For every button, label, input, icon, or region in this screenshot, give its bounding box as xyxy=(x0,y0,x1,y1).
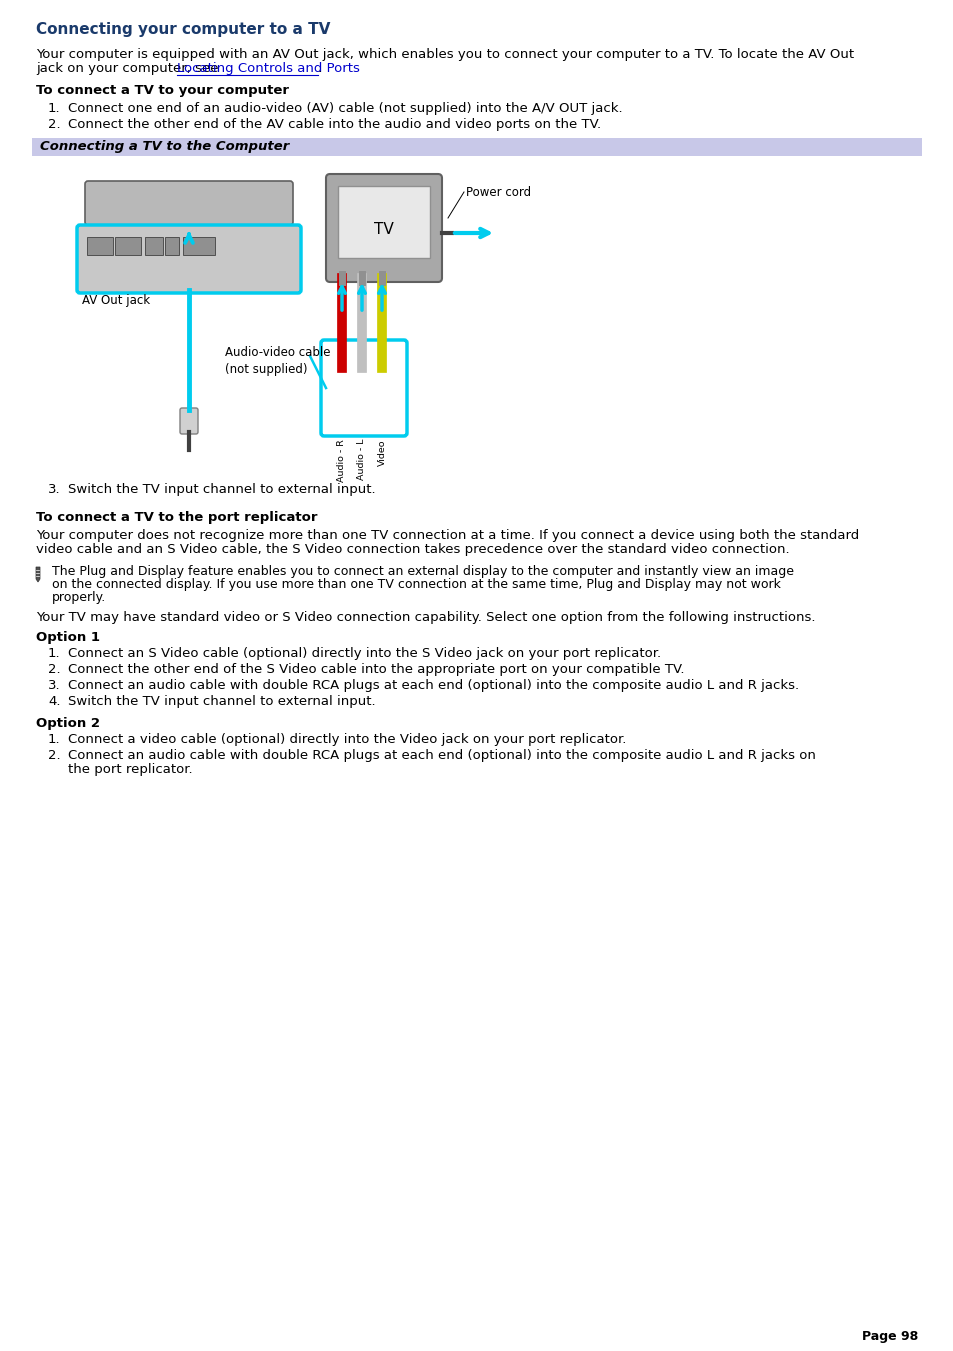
Text: Connecting a TV to the Computer: Connecting a TV to the Computer xyxy=(40,141,289,153)
FancyBboxPatch shape xyxy=(326,174,441,282)
Text: TV: TV xyxy=(374,223,394,238)
Text: properly.: properly. xyxy=(52,590,106,604)
Text: Connect a video cable (optional) directly into the Video jack on your port repli: Connect a video cable (optional) directl… xyxy=(68,734,626,746)
Text: Power cord: Power cord xyxy=(465,186,531,199)
Text: 2.: 2. xyxy=(48,663,61,676)
Text: on the connected display. If you use more than one TV connection at the same tim: on the connected display. If you use mor… xyxy=(52,578,781,590)
Text: Switch the TV input channel to external input.: Switch the TV input channel to external … xyxy=(68,694,375,708)
Text: 1.: 1. xyxy=(48,101,61,115)
FancyBboxPatch shape xyxy=(337,186,430,258)
Text: 3.: 3. xyxy=(48,680,61,692)
Text: Audio - R: Audio - R xyxy=(337,439,346,482)
Text: 1.: 1. xyxy=(48,647,61,661)
Text: video cable and an S Video cable, the S Video connection takes precedence over t: video cable and an S Video cable, the S … xyxy=(36,543,789,557)
Text: the port replicator.: the port replicator. xyxy=(68,763,193,775)
Text: Connect an S Video cable (optional) directly into the S Video jack on your port : Connect an S Video cable (optional) dire… xyxy=(68,647,660,661)
Text: 1.: 1. xyxy=(48,734,61,746)
Text: Your computer does not recognize more than one TV connection at a time. If you c: Your computer does not recognize more th… xyxy=(36,530,859,542)
Text: Video: Video xyxy=(377,439,386,466)
Text: Page 98: Page 98 xyxy=(861,1329,917,1343)
Text: Connect one end of an audio-video (AV) cable (not supplied) into the A/V OUT jac: Connect one end of an audio-video (AV) c… xyxy=(68,101,622,115)
FancyBboxPatch shape xyxy=(165,236,179,255)
Text: 3.: 3. xyxy=(48,484,61,496)
FancyBboxPatch shape xyxy=(77,226,301,293)
FancyBboxPatch shape xyxy=(142,226,155,236)
FancyBboxPatch shape xyxy=(159,226,169,236)
Text: 4.: 4. xyxy=(48,694,60,708)
FancyBboxPatch shape xyxy=(180,408,198,434)
Text: jack on your computer, see: jack on your computer, see xyxy=(36,62,222,76)
FancyBboxPatch shape xyxy=(175,226,202,236)
FancyBboxPatch shape xyxy=(87,236,112,255)
Text: Option 2: Option 2 xyxy=(36,717,100,730)
Text: Connecting your computer to a TV: Connecting your computer to a TV xyxy=(36,22,330,36)
Text: The Plug and Display feature enables you to connect an external display to the c: The Plug and Display feature enables you… xyxy=(52,565,793,578)
Text: To connect a TV to the port replicator: To connect a TV to the port replicator xyxy=(36,511,317,524)
Text: Locating Controls and Ports: Locating Controls and Ports xyxy=(176,62,359,76)
Text: Connect the other end of the AV cable into the audio and video ports on the TV.: Connect the other end of the AV cable in… xyxy=(68,118,600,131)
Text: .: . xyxy=(317,62,322,76)
FancyBboxPatch shape xyxy=(145,236,163,255)
FancyBboxPatch shape xyxy=(95,226,114,236)
FancyBboxPatch shape xyxy=(117,226,136,236)
Text: Connect the other end of the S Video cable into the appropriate port on your com: Connect the other end of the S Video cab… xyxy=(68,663,684,676)
FancyBboxPatch shape xyxy=(88,224,290,238)
Text: Connect an audio cable with double RCA plugs at each end (optional) into the com: Connect an audio cable with double RCA p… xyxy=(68,680,799,692)
Text: Audio - L: Audio - L xyxy=(357,439,366,481)
FancyBboxPatch shape xyxy=(85,181,293,226)
Text: AV Out jack: AV Out jack xyxy=(82,295,150,307)
Text: 2.: 2. xyxy=(48,748,61,762)
FancyBboxPatch shape xyxy=(32,138,921,155)
Text: Your TV may have standard video or S Video connection capability. Select one opt: Your TV may have standard video or S Vid… xyxy=(36,611,815,624)
Text: Switch the TV input channel to external input.: Switch the TV input channel to external … xyxy=(68,484,375,496)
Polygon shape xyxy=(36,567,40,582)
FancyBboxPatch shape xyxy=(183,236,214,255)
Text: To connect a TV to your computer: To connect a TV to your computer xyxy=(36,84,289,97)
FancyBboxPatch shape xyxy=(115,236,141,255)
Text: 2.: 2. xyxy=(48,118,61,131)
Text: Your computer is equipped with an AV Out jack, which enables you to connect your: Your computer is equipped with an AV Out… xyxy=(36,49,853,61)
Text: Connect an audio cable with double RCA plugs at each end (optional) into the com: Connect an audio cable with double RCA p… xyxy=(68,748,815,762)
Text: Option 1: Option 1 xyxy=(36,631,100,644)
Text: Audio-video cable
(not supplied): Audio-video cable (not supplied) xyxy=(225,346,330,376)
